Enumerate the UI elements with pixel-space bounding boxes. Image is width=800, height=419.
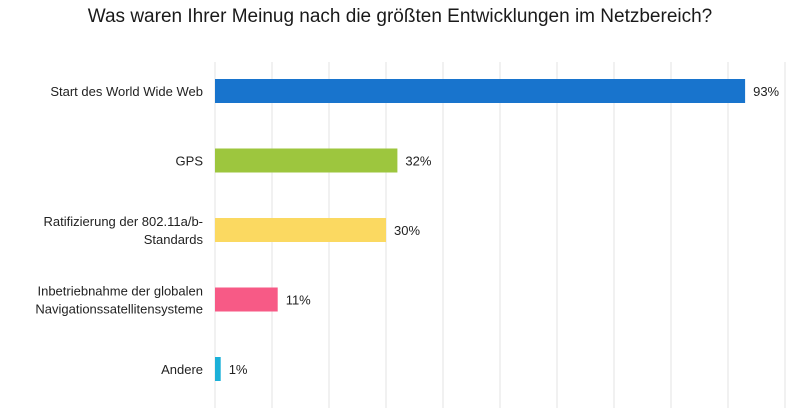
bar (215, 79, 746, 103)
category-label: Andere (161, 362, 203, 377)
category-label: GPS (176, 154, 204, 169)
bar (215, 148, 398, 173)
bar (215, 218, 386, 242)
category-label: Standards (144, 232, 204, 247)
bar (215, 287, 278, 312)
category-label: Inbetriebnahme der globalen (37, 284, 203, 299)
category-label: Start des World Wide Web (50, 84, 203, 99)
bar (215, 357, 221, 381)
data-label: 11% (286, 293, 311, 308)
data-label: 32% (405, 154, 431, 169)
data-label: 30% (394, 223, 420, 238)
category-label: Navigationssatellitensysteme (35, 302, 203, 317)
data-label: 93% (753, 84, 779, 99)
chart-title: Was waren Ihrer Meinug nach die größten … (87, 6, 713, 27)
category-label: Ratifizierung der 802.11a/b- (44, 214, 203, 229)
data-label: 1% (229, 362, 248, 377)
